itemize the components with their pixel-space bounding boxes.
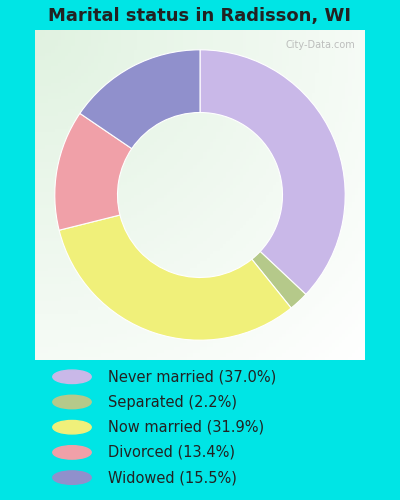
Text: City-Data.com: City-Data.com <box>285 40 355 50</box>
Wedge shape <box>55 114 132 230</box>
Circle shape <box>53 420 91 434</box>
Text: Separated (2.2%): Separated (2.2%) <box>108 394 237 409</box>
Text: Now married (31.9%): Now married (31.9%) <box>108 420 264 434</box>
Text: Never married (37.0%): Never married (37.0%) <box>108 370 276 384</box>
Circle shape <box>53 370 91 384</box>
Wedge shape <box>200 50 345 294</box>
Text: Divorced (13.4%): Divorced (13.4%) <box>108 445 235 460</box>
Text: Marital status in Radisson, WI: Marital status in Radisson, WI <box>48 8 352 26</box>
Circle shape <box>53 471 91 484</box>
Text: Widowed (15.5%): Widowed (15.5%) <box>108 470 237 485</box>
Wedge shape <box>252 252 306 308</box>
Wedge shape <box>80 50 200 148</box>
Wedge shape <box>59 215 291 340</box>
Circle shape <box>53 396 91 408</box>
Circle shape <box>53 446 91 459</box>
